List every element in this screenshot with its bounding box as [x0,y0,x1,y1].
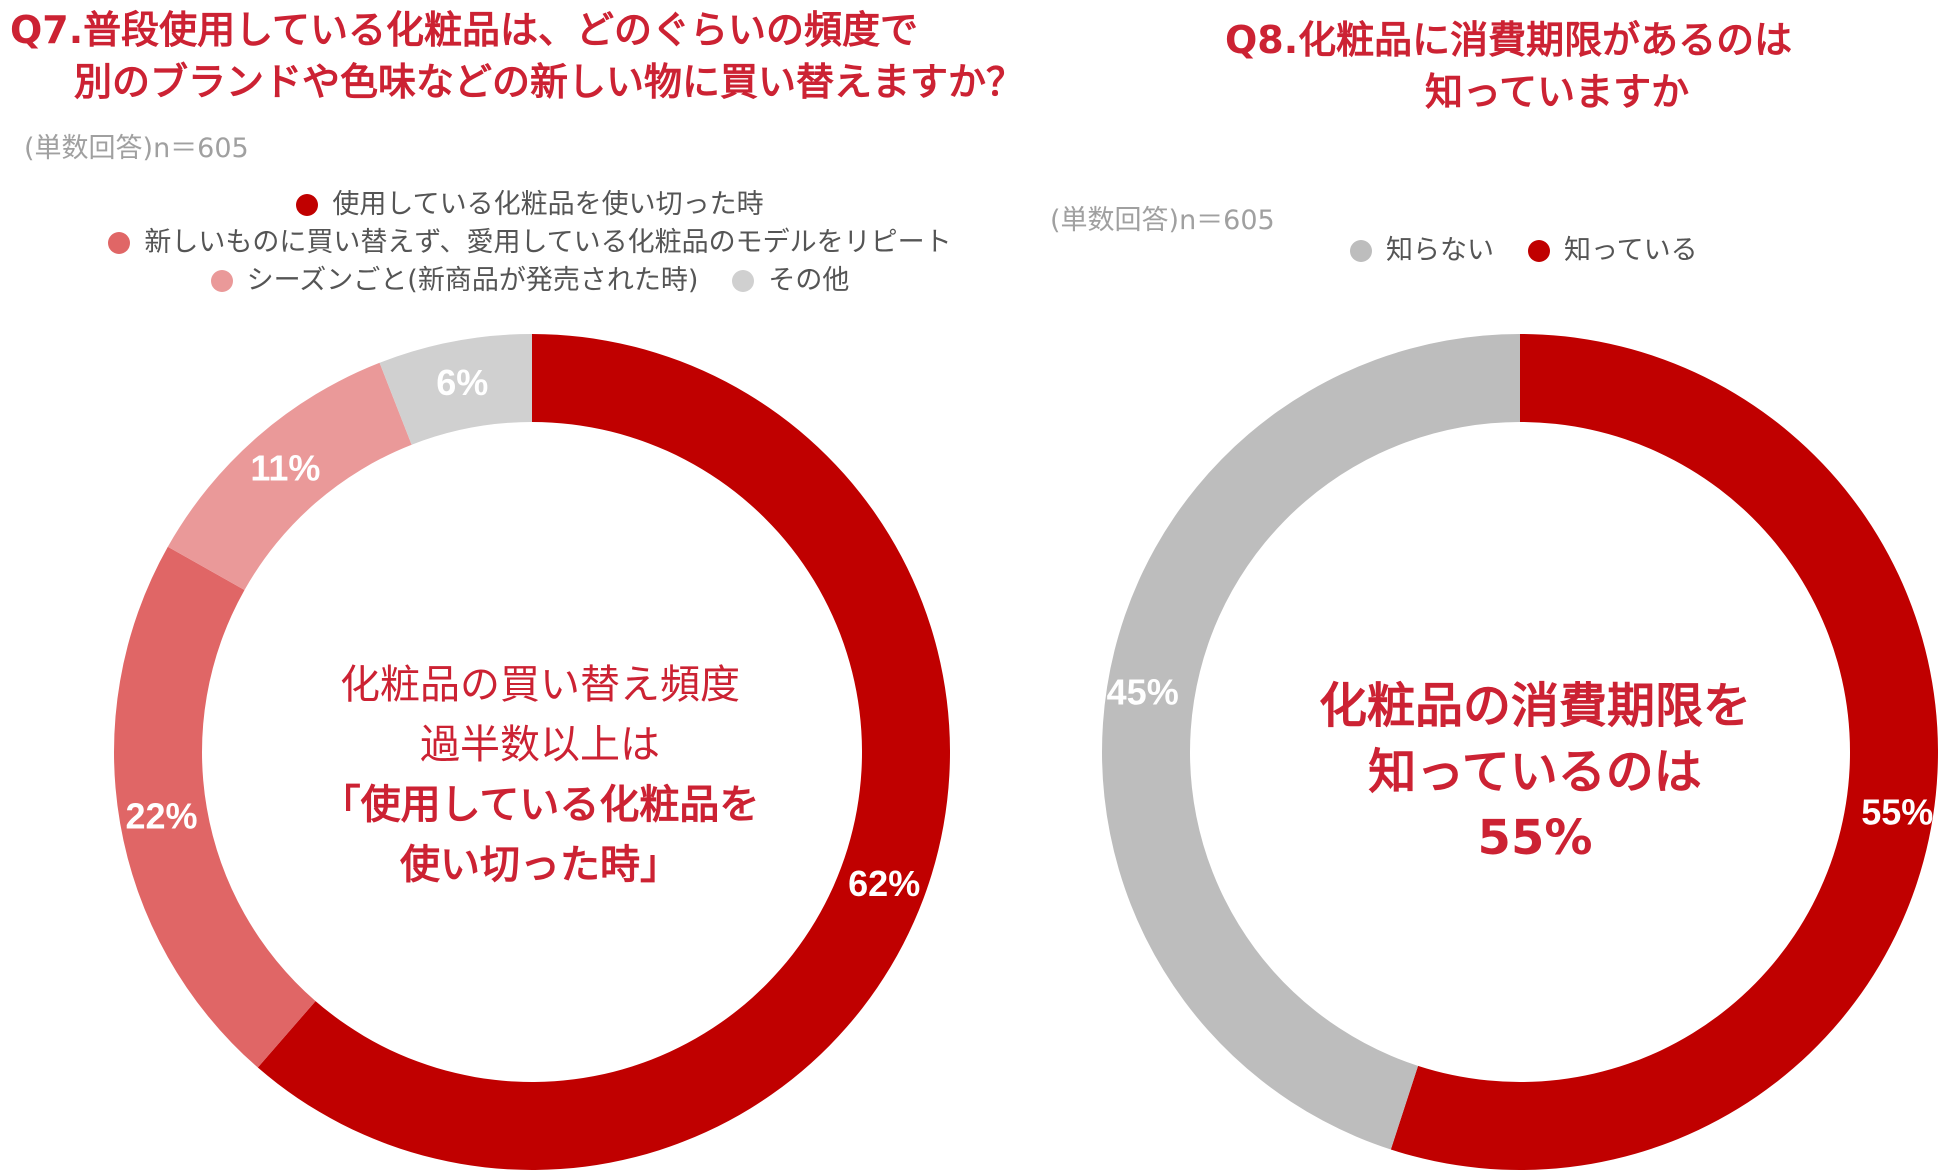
q7-legend: 使用している化粧品を使い切った時 新しいものに買い替えず、愛用している化粧品のモ… [70,186,990,300]
q8-center-line1: 化粧品の消費期限を [1318,678,1751,734]
q7-center-line3: 「使用している化粧品を [320,782,760,828]
q8-sample-note: (単数回答)n＝605 [1050,205,1275,236]
q8-legend-dot-aware [1528,240,1550,262]
q7-legend-item-season: シーズンごと(新商品が発売された時) [210,262,699,300]
q7-legend-dot-used-up [296,194,319,216]
q7-center-line2: 過半数以上は [420,722,660,768]
q7-legend-item-other: その他 [732,262,849,300]
q7-center-line1: 化粧品の買い替え頻度 [340,662,740,708]
q7-legend-label-other: その他 [768,265,850,296]
q7-title-line2: 別のブランドや色味などの新しい物に買い替えますか？ [74,60,1025,104]
q7-legend-label-season: シーズンごと(新商品が発売された時) [246,265,699,296]
q8-slice-1 [1102,334,1520,1150]
q8-legend-item-aware: 知っている [1528,232,1698,270]
q7-title-line1: Q7.普段使用している化粧品は、どのぐらいの頻度で [10,8,919,52]
q8-center-text: 化粧品の消費期限を 知っているのは 55% [1240,673,1830,871]
q7-slice-0 [257,334,950,1170]
q8-legend-item-unaware: 知らない [1350,232,1494,270]
q7-slice-3 [379,334,532,445]
q7-legend-label-used-up: 使用している化粧品を使い切った時 [332,189,764,220]
q8-slice-0 [1390,334,1939,1170]
q7-legend-dot-other [732,270,755,292]
q7-slice-1 [114,546,316,1068]
q8-legend: 知らない 知っている [1350,232,1698,270]
q7-slice-2 [167,362,412,590]
q7-sample-note: (単数回答)n＝605 [24,133,249,164]
q8-legend-row: 知らない 知っている [1350,232,1698,270]
q8-title-line1: Q8.化粧品に消費期限があるのは [1225,18,1793,62]
q8-legend-label-aware: 知っている [1564,235,1698,266]
q8-slice-label-0: 55% [1861,791,1933,832]
q7-title: Q7.普段使用している化粧品は、どのぐらいの頻度で 別のブランドや色味などの新し… [10,4,1024,108]
q7-donut-chart: 62% 22% 11% 6% [114,334,950,1170]
q7-legend-row3: シーズンごと(新商品が発売された時) その他 [70,262,990,300]
q8-center-line2: 知っているのは [1368,744,1702,800]
q7-legend-row1: 使用している化粧品を使い切った時 [70,186,990,224]
q8-center-line3: 55% [1477,810,1593,866]
q8-slice-label-1: 45% [1107,672,1179,713]
q7-center-text: 化粧品の買い替え頻度 過半数以上は 「使用している化粧品を 使い切った時」 [270,655,810,895]
q8-title-line2: 知っていますか [1425,70,1690,114]
q7-legend-dot-season [210,270,233,292]
q7-legend-item-used-up: 使用している化粧品を使い切った時 [296,186,764,224]
q7-legend-item-repeat: 新しいものに買い替えず、愛用している化粧品のモデルをリピート [108,224,952,262]
q7-legend-row2: 新しいものに買い替えず、愛用している化粧品のモデルをリピート [70,224,990,262]
q7-slice-label-3: 6% [436,362,488,403]
q8-legend-label-unaware: 知らない [1386,235,1494,266]
q7-legend-dot-repeat [108,232,131,254]
q7-slice-label-1: 22% [125,796,197,837]
q7-legend-label-repeat: 新しいものに買い替えず、愛用している化粧品のモデルをリピート [144,227,952,258]
q7-slice-label-2: 11% [250,448,320,489]
q8-donut-chart: 55% 45% [1102,334,1939,1170]
q8-legend-dot-unaware [1350,240,1372,262]
q7-slice-label-0: 62% [848,863,920,904]
q8-title: Q8.化粧品に消費期限があるのは 知っていますか [1225,14,1945,118]
q7-center-line4: 使い切った時」 [400,842,680,888]
